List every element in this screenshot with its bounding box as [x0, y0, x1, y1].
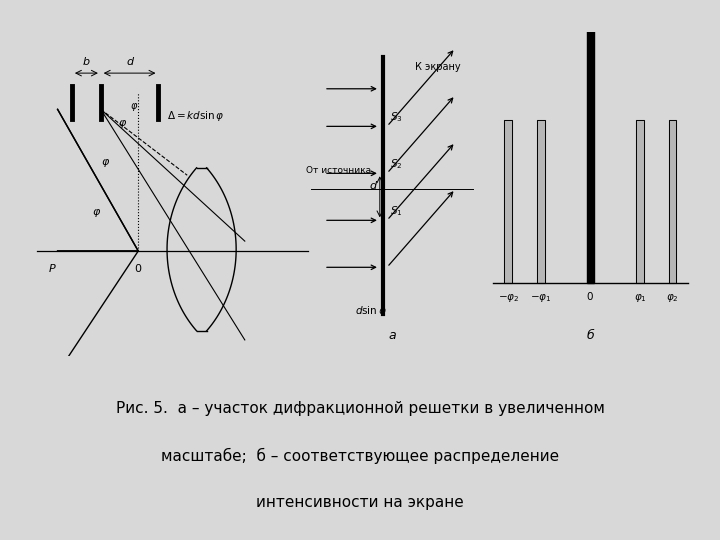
- Text: $\varphi$: $\varphi$: [118, 118, 127, 130]
- Text: $\varphi_1$: $\varphi_1$: [634, 292, 647, 304]
- Text: $\varphi$: $\varphi$: [92, 207, 102, 219]
- Text: $\Delta = kd\sin\varphi$: $\Delta = kd\sin\varphi$: [167, 109, 225, 123]
- Text: $S_2$: $S_2$: [390, 157, 402, 171]
- Text: Рис. 5.  а – участок дифракционной решетки в увеличенном: Рис. 5. а – участок дифракционной решетк…: [116, 401, 604, 416]
- Text: d: d: [369, 181, 376, 191]
- Text: $d\sin\varphi$: $d\sin\varphi$: [355, 304, 387, 318]
- Text: интенсивности на экране: интенсивности на экране: [256, 495, 464, 510]
- Text: $\varphi$: $\varphi$: [101, 157, 110, 170]
- Text: б: б: [587, 329, 594, 342]
- Text: $S_1$: $S_1$: [390, 204, 402, 218]
- Text: d: d: [126, 57, 133, 67]
- Polygon shape: [636, 120, 644, 283]
- Text: $-\varphi_2$: $-\varphi_2$: [498, 292, 519, 304]
- Text: К экрану: К экрану: [415, 62, 461, 72]
- Text: $-\varphi_1$: $-\varphi_1$: [530, 292, 552, 304]
- Polygon shape: [669, 120, 676, 283]
- Polygon shape: [505, 120, 512, 283]
- Text: От источника: От источника: [306, 166, 371, 176]
- Text: $S_3$: $S_3$: [390, 110, 402, 124]
- Text: 0: 0: [135, 264, 142, 274]
- Text: а: а: [389, 329, 396, 342]
- Text: масштабе;  б – соответствующее распределение: масштабе; б – соответствующее распределе…: [161, 448, 559, 464]
- Text: $\varphi$: $\varphi$: [130, 102, 138, 113]
- Text: $0$: $0$: [587, 290, 594, 302]
- Text: b: b: [83, 57, 90, 67]
- Text: $I$: $I$: [588, 38, 593, 51]
- Text: $\varphi_2$: $\varphi_2$: [666, 292, 679, 304]
- Polygon shape: [587, 17, 594, 283]
- Polygon shape: [537, 120, 544, 283]
- Text: P: P: [48, 264, 55, 274]
